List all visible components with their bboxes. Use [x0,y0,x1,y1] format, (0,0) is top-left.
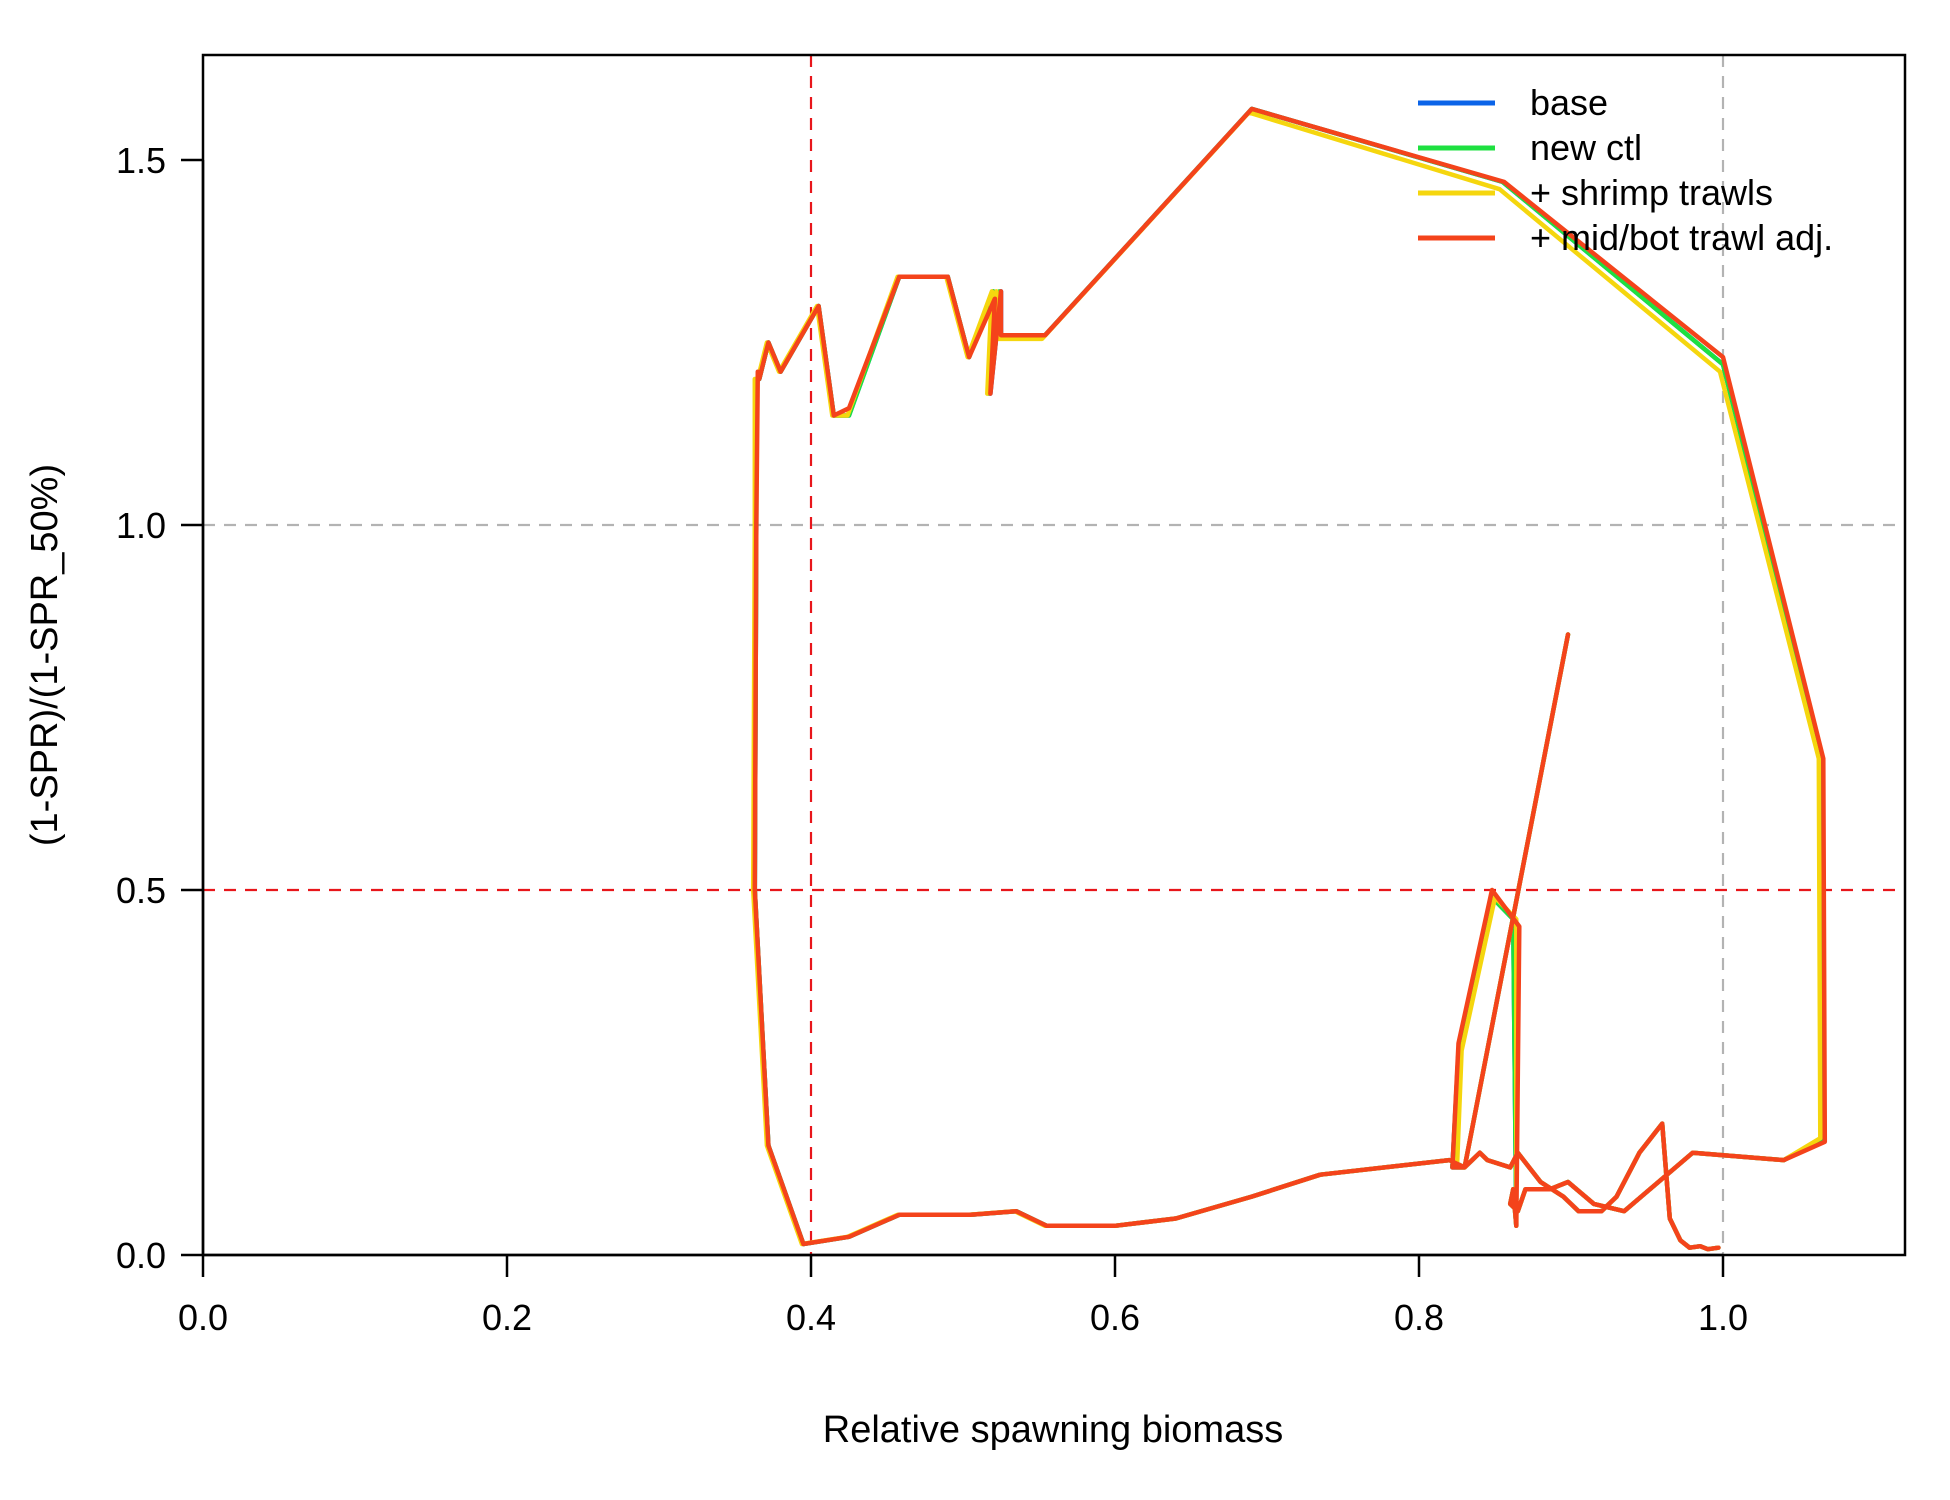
series-line-0 [752,106,1826,1252]
y-axis: 0.0 0.5 1.0 1.5 [116,140,205,1276]
reference-lines [203,55,1905,1255]
legend-label-3: + mid/bot trawl adj. [1530,217,1833,258]
legend-label-2: + shrimp trawls [1530,172,1773,213]
x-axis-label: Relative spawning biomass [823,1409,1283,1451]
legend-label-0: base [1530,82,1608,123]
x-tick-label-5: 1.0 [1698,1297,1748,1338]
series-layer [750,106,1828,1252]
series-line-2 [750,110,1823,1252]
y-tick-label-3: 1.5 [116,140,166,181]
y-tick-label-1: 0.5 [116,870,166,911]
series-line-1 [752,106,1826,1252]
series-line-3 [752,106,1828,1252]
x-tick-label-4: 0.8 [1394,1297,1444,1338]
y-axis-label: (1-SPR)/(1-SPR_50%) [24,464,66,846]
x-tick-label-2: 0.4 [786,1297,836,1338]
legend-label-1: new ctl [1530,127,1642,168]
y-tick-label-2: 1.0 [116,505,166,546]
x-axis: 0.0 0.2 0.4 0.6 0.8 1.0 [178,1253,1748,1338]
x-tick-label-0: 0.0 [178,1297,228,1338]
x-tick-label-1: 0.2 [482,1297,532,1338]
x-tick-label-3: 0.6 [1090,1297,1140,1338]
y-tick-label-0: 0.0 [116,1235,166,1276]
